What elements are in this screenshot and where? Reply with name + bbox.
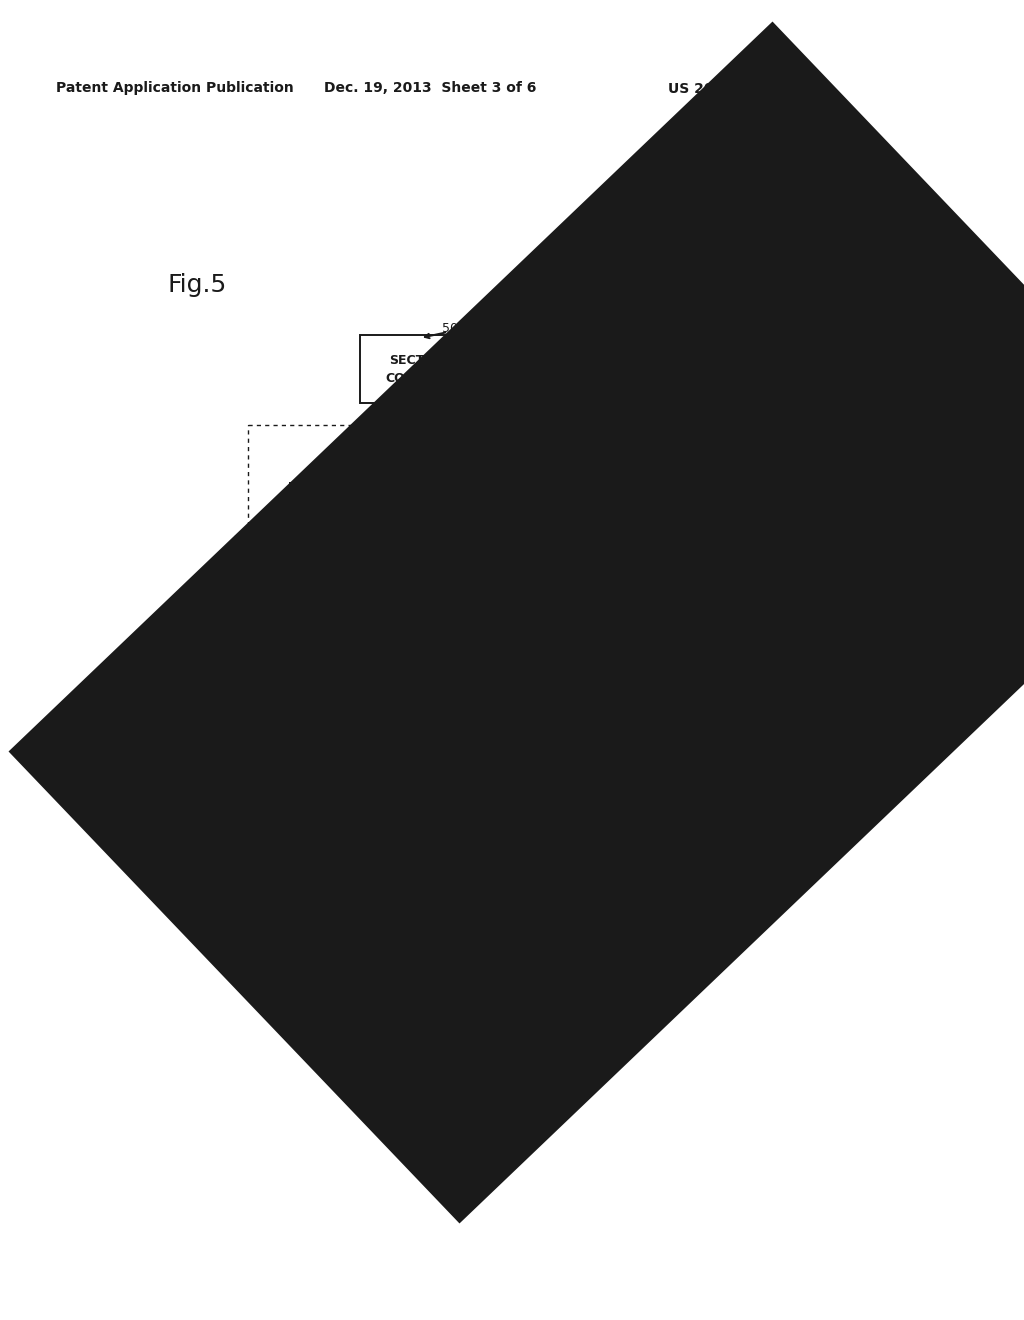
Circle shape [822,517,862,557]
Text: SECTION: SECTION [389,355,450,367]
Text: 8a: 8a [289,552,303,562]
Text: 100: 100 [786,312,813,325]
Text: 2a: 2a [808,531,823,544]
Text: 5a: 5a [654,558,668,568]
Text: T: T [383,511,393,525]
Text: 3a: 3a [755,425,770,437]
Text: 2b: 2b [808,710,823,723]
Text: 1a: 1a [591,450,608,465]
Text: F: F [303,528,312,543]
Bar [415,873,505,915]
Text: 4b: 4b [868,710,884,723]
Text: 1b: 1b [516,972,534,985]
Polygon shape [614,663,642,690]
Polygon shape [614,738,642,766]
Text: 8b: 8b [289,663,303,672]
Text: CONTROL: CONTROL [385,372,453,385]
Text: 9b: 9b [668,766,682,775]
Circle shape [371,502,406,535]
Bar [362,762,583,862]
Text: P: P [837,710,848,725]
Text: 10: 10 [453,921,467,932]
Ellipse shape [707,457,723,483]
Ellipse shape [322,942,338,968]
Bar [330,457,715,483]
Circle shape [822,697,862,737]
Text: Fig.5: Fig.5 [168,273,227,297]
Text: 14: 14 [485,525,499,535]
Text: 50: 50 [442,322,458,334]
Bar [330,942,715,968]
Text: 12: 12 [510,725,524,735]
Text: 3b: 3b [754,652,770,664]
Circle shape [291,517,325,552]
Text: 7: 7 [358,506,366,515]
Text: Patent Application Publication: Patent Application Publication [56,81,294,95]
FancyBboxPatch shape [403,609,622,722]
Polygon shape [476,576,504,605]
Text: 9a: 9a [658,546,672,557]
Text: US 2013/0333912 A1: US 2013/0333912 A1 [669,81,831,95]
Circle shape [291,628,325,663]
Text: CONTROL SIGNAL: CONTROL SIGNAL [234,531,245,630]
Text: 17a: 17a [446,536,467,546]
Bar [738,610,786,648]
Text: 17b: 17b [395,635,416,645]
Text: 4a: 4a [868,531,884,544]
Text: 15: 15 [402,573,416,583]
Bar [360,335,478,403]
Text: 13: 13 [440,657,454,668]
Text: 11: 11 [595,807,609,817]
Ellipse shape [322,457,338,483]
Text: 6: 6 [660,697,667,708]
Text: F: F [303,638,312,652]
Text: 5b: 5b [654,634,668,643]
Bar [728,678,798,756]
Bar [728,498,798,576]
Bar [738,445,786,483]
Ellipse shape [707,942,723,968]
Text: Dec. 19, 2013  Sheet 3 of 6: Dec. 19, 2013 Sheet 3 of 6 [324,81,537,95]
Text: P: P [837,529,848,544]
